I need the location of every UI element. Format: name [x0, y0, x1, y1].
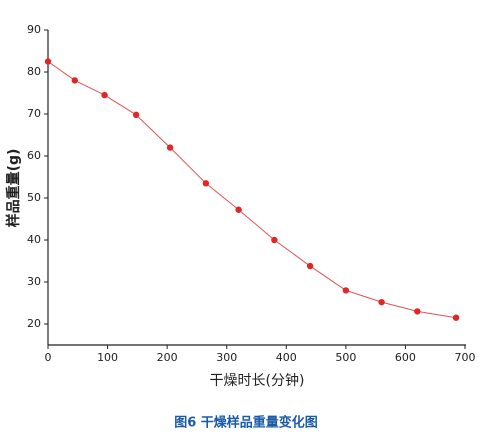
y-tick-label: 80	[27, 65, 41, 78]
y-tick-label: 70	[27, 107, 41, 120]
y-tick-label: 20	[27, 317, 41, 330]
y-tick-label: 60	[27, 149, 41, 162]
y-tick-label: 90	[27, 23, 41, 36]
x-tick-label: 600	[395, 351, 416, 364]
x-tick-label: 0	[45, 351, 52, 364]
data-point	[378, 298, 385, 306]
data-point	[132, 111, 140, 119]
y-tick-label: 50	[27, 191, 41, 204]
y-axis-label: 样品重量(g)	[5, 149, 22, 228]
x-tick-label: 700	[455, 351, 476, 364]
x-tick-label: 300	[216, 351, 237, 364]
y-tick-label: 30	[27, 275, 41, 288]
x-tick-label: 200	[157, 351, 178, 364]
data-line	[47, 61, 457, 319]
x-axis-label: 干燥时长(分钟)	[210, 372, 305, 389]
data-point	[271, 236, 278, 244]
data-point	[44, 58, 52, 65]
caption: 图6 干燥样品重量变化图	[174, 415, 318, 431]
x-tick-label: 500	[335, 351, 356, 364]
data-point	[452, 314, 460, 321]
data-point	[202, 180, 210, 187]
data-point	[414, 308, 421, 315]
data-point	[342, 287, 350, 294]
x-tick-label: 100	[97, 351, 118, 364]
data-point	[166, 144, 174, 151]
data-point	[71, 77, 79, 84]
y-tick-label: 40	[27, 233, 41, 246]
x-tick-label: 400	[276, 351, 297, 364]
data-point	[306, 262, 314, 270]
data-point	[101, 91, 108, 99]
data-point	[235, 206, 242, 213]
